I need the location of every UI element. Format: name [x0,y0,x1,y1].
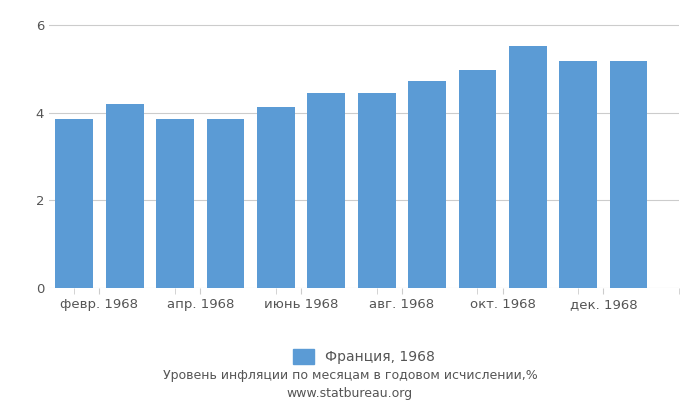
Bar [307,93,345,288]
Text: www.statbureau.org: www.statbureau.org [287,388,413,400]
Bar [206,119,244,288]
Bar [559,61,597,288]
Bar [257,107,295,288]
Bar [55,119,93,288]
Bar [509,46,547,288]
Text: Уровень инфляции по месяцам в годовом исчислении,%: Уровень инфляции по месяцам в годовом ис… [162,370,538,382]
Bar [408,81,446,288]
Bar [458,70,496,288]
Bar [610,61,648,288]
Bar [156,119,194,288]
Bar [358,93,395,288]
Legend: Франция, 1968: Франция, 1968 [288,344,440,370]
Bar [106,104,144,288]
